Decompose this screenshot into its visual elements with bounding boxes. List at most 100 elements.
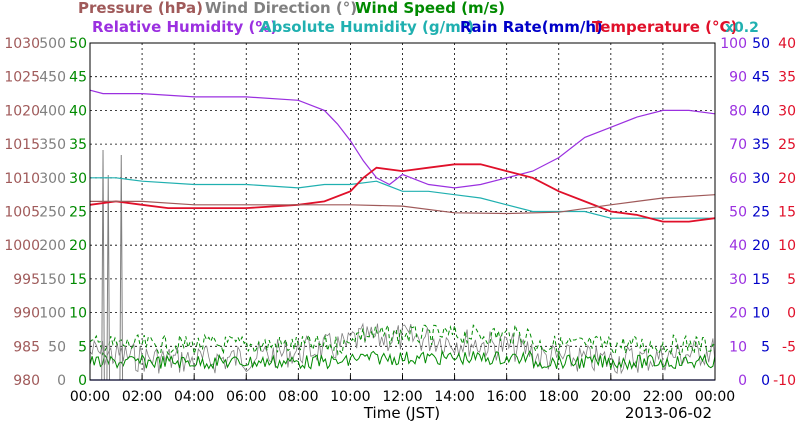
x-tick-label: 18:00 xyxy=(539,389,579,405)
x-tick-label: 10:00 xyxy=(330,389,370,405)
tick-label: 1020 xyxy=(4,103,40,119)
legend-entry: Absolute Humidity (g/m³) xyxy=(260,18,474,36)
tick-label: 70 xyxy=(729,137,747,153)
tick-label: 0 xyxy=(761,373,770,389)
tick-label: 5 xyxy=(787,272,796,288)
tick-label: 40 xyxy=(778,36,796,52)
series-line xyxy=(89,89,716,189)
tick-label: 60 xyxy=(729,171,747,187)
wind-trace xyxy=(89,349,716,371)
tick-label: 15 xyxy=(752,272,770,288)
tick-label: 45 xyxy=(69,70,87,86)
tick-label: 990 xyxy=(13,306,40,322)
wind-spike xyxy=(101,149,105,381)
x-axis-label: Time (JST) xyxy=(363,404,440,422)
tick-label: 200 xyxy=(39,238,66,254)
tick-label: 995 xyxy=(13,272,40,288)
tick-label: 20 xyxy=(752,238,770,254)
grid xyxy=(90,43,715,380)
tick-label: 1000 xyxy=(4,238,40,254)
legend-entry: Pressure (hPa) xyxy=(78,0,203,17)
tick-label: 30 xyxy=(729,272,747,288)
tick-label: 35 xyxy=(752,137,770,153)
x-tick-label: 04:00 xyxy=(174,389,214,405)
tick-label: 1030 xyxy=(4,36,40,52)
tick-label: 50 xyxy=(729,205,747,221)
tick-label: 985 xyxy=(13,339,40,355)
tick-label: 35 xyxy=(69,137,87,153)
tick-label: 45 xyxy=(752,70,770,86)
tick-label: 40 xyxy=(729,238,747,254)
tick-label: 30 xyxy=(752,171,770,187)
tick-label: 100 xyxy=(720,36,747,52)
tick-label: 1015 xyxy=(4,137,40,153)
wind-trace xyxy=(89,323,716,357)
tick-label: 50 xyxy=(69,36,87,52)
tick-label: 1025 xyxy=(4,70,40,86)
tick-label: 10 xyxy=(69,306,87,322)
legend-entry: Relative Humidity (%) xyxy=(92,18,277,36)
tick-label: 0 xyxy=(738,373,747,389)
tick-label: 40 xyxy=(69,103,87,119)
tick-label: 15 xyxy=(778,205,796,221)
x-tick-label: 20:00 xyxy=(591,389,631,405)
tick-label: 300 xyxy=(39,171,66,187)
series-line xyxy=(90,194,716,215)
tick-label: 10 xyxy=(752,306,770,322)
tick-label: 10 xyxy=(778,238,796,254)
x-tick-label: 12:00 xyxy=(382,389,422,405)
x-tick-label: 16:00 xyxy=(486,389,526,405)
x-tick-label: 02:00 xyxy=(122,389,162,405)
tick-label: 25 xyxy=(69,205,87,221)
tick-label: 20 xyxy=(778,171,796,187)
tick-label: 980 xyxy=(13,373,40,389)
x-tick-label: 00:00 xyxy=(695,389,735,405)
legend-entry: Rain Rate(mm/h) xyxy=(460,18,603,36)
tick-label: -10 xyxy=(773,373,796,389)
tick-label: 1010 xyxy=(4,171,40,187)
x-tick-label: 08:00 xyxy=(278,389,318,405)
tick-label: -5 xyxy=(782,339,796,355)
legend-entry: Temperature (°C) xyxy=(592,18,737,36)
x-tick-label: 14:00 xyxy=(434,389,474,405)
tick-label: 80 xyxy=(729,103,747,119)
tick-label: 100 xyxy=(39,306,66,322)
tick-label: 30 xyxy=(778,103,796,119)
legend: Pressure (hPa) Wind Direction (°)Wind Spe… xyxy=(78,0,759,36)
tick-label: 0 xyxy=(787,306,796,322)
tick-label: 35 xyxy=(778,70,796,86)
tick-label: 0 xyxy=(57,373,66,389)
wind-traces xyxy=(89,149,716,381)
tick-label: 150 xyxy=(39,272,66,288)
tick-label: 25 xyxy=(752,205,770,221)
scale-note: x0.2 xyxy=(725,20,759,36)
left-axes: 1030102510201015101010051000995990985980… xyxy=(4,36,87,389)
tick-label: 5 xyxy=(78,339,87,355)
tick-label: 15 xyxy=(69,272,87,288)
x-tick-label: 00:00 xyxy=(70,389,110,405)
series-line xyxy=(89,163,716,223)
tick-label: 250 xyxy=(39,205,66,221)
date-label: 2013-06-02 xyxy=(625,404,712,422)
tick-label: 30 xyxy=(69,171,87,187)
legend-entry: Wind Speed (m/s) xyxy=(355,0,505,17)
wind-trace xyxy=(89,322,716,375)
legend-entry: Wind Direction (°) xyxy=(205,0,357,17)
x-axis: 00:00 02:00 04:00 06:00 08:00 10:00 12:00 14:00… xyxy=(70,375,735,405)
x-tick-label: 06:00 xyxy=(226,389,266,405)
tick-label: 20 xyxy=(729,306,747,322)
tick-label: 500 xyxy=(39,36,66,52)
tick-label: 450 xyxy=(39,70,66,86)
x-tick-label: 22:00 xyxy=(643,389,683,405)
tick-label: 10 xyxy=(729,339,747,355)
tick-label: 0 xyxy=(78,373,87,389)
wind-spike xyxy=(106,174,111,381)
tick-label: 90 xyxy=(729,70,747,86)
tick-label: 5 xyxy=(761,339,770,355)
tick-label: 50 xyxy=(752,36,770,52)
tick-label: 50 xyxy=(48,339,66,355)
tick-label: 400 xyxy=(39,103,66,119)
tick-label: 20 xyxy=(69,238,87,254)
wind-spike xyxy=(119,154,124,381)
